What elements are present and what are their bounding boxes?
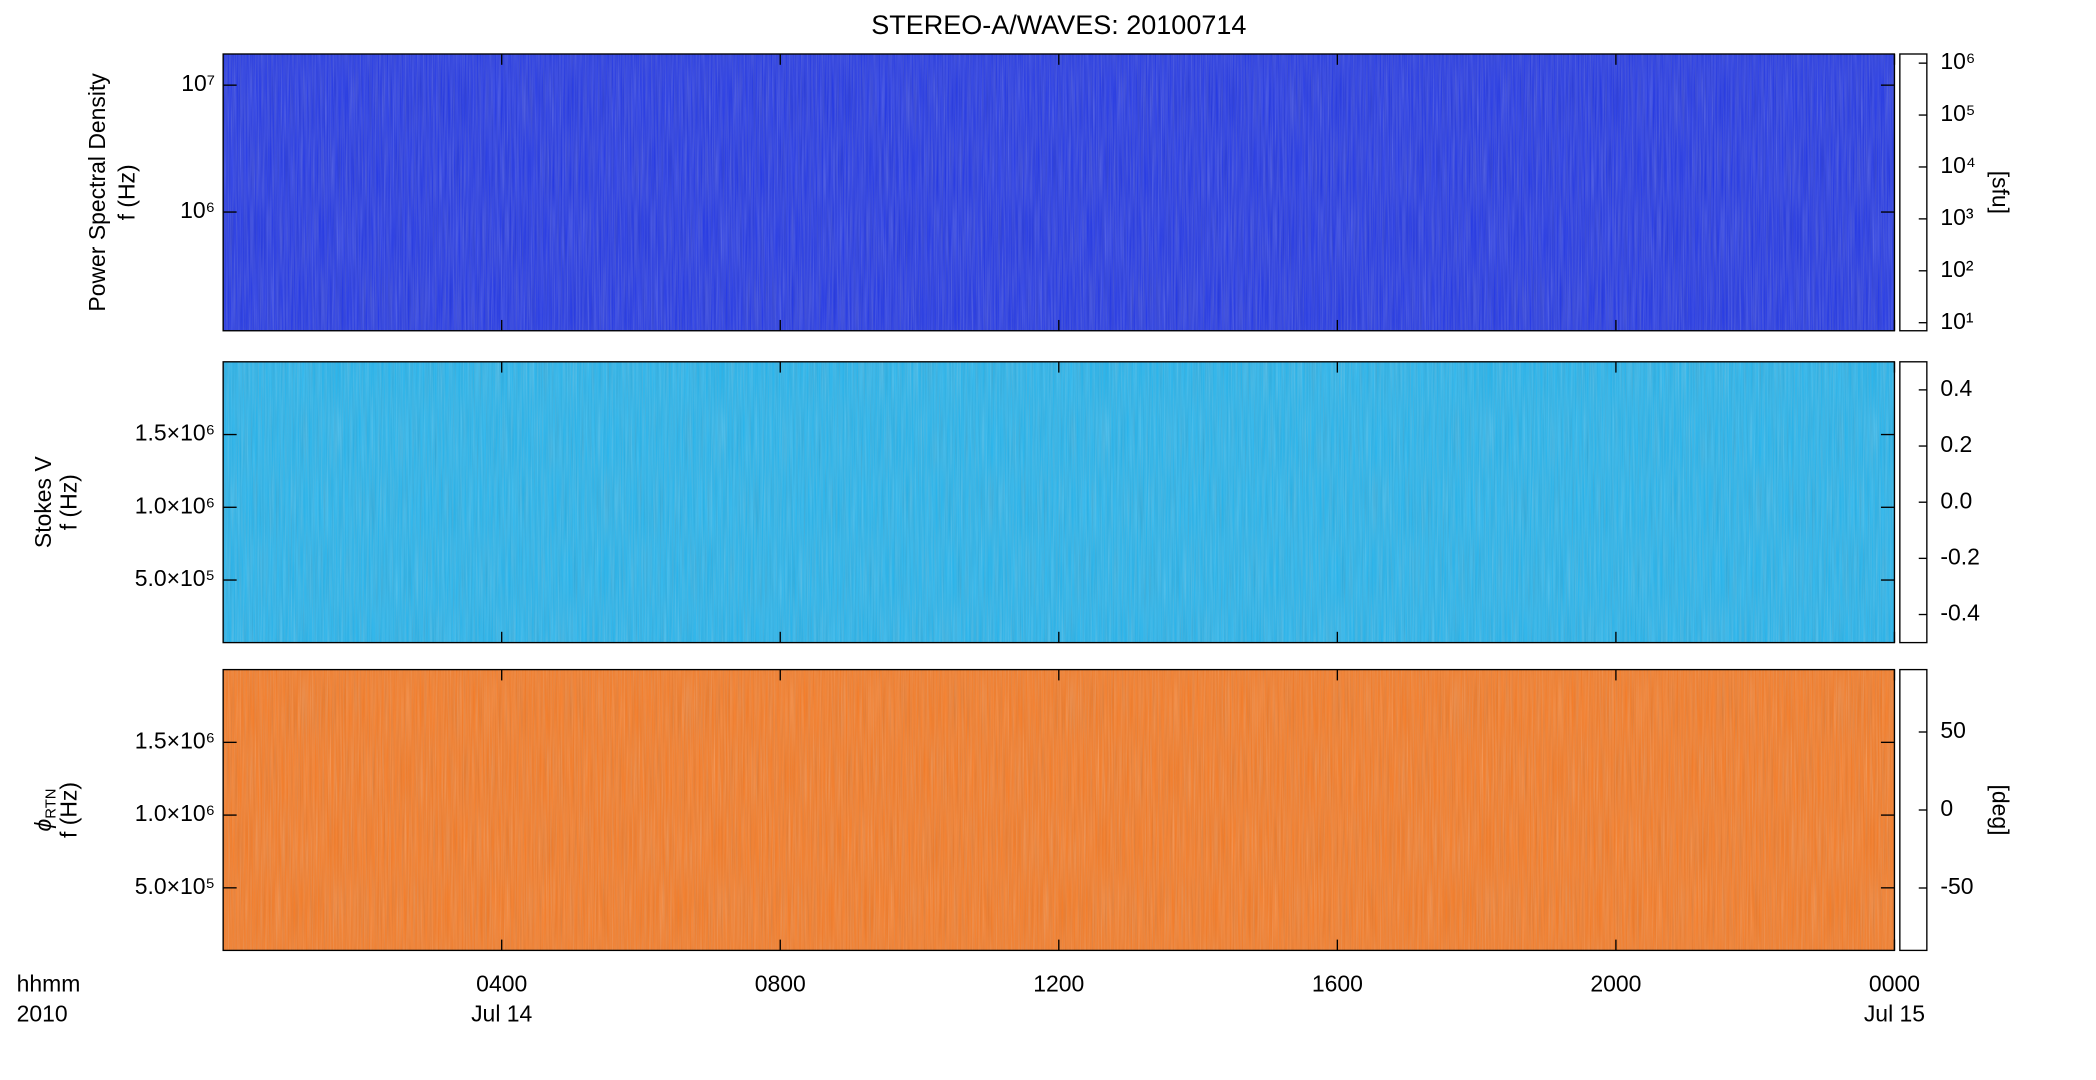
spectrogram-texture [223,54,1895,331]
colorbar [1899,53,1928,332]
colorbar-label: [sfu] [1987,171,2013,214]
colorbar-tick-label: 10³ [1940,204,1974,230]
y-tick-label: 1.0×10⁶ [135,800,215,826]
colorbar-tick-label: 0.4 [1940,375,1972,401]
colorbar-tick-label: -50 [1940,873,1973,899]
colorbar-tick-label: -0.4 [1940,600,1980,626]
colorbar-tick-label: 0 [1940,795,1953,821]
colorbar-tick-label: 50 [1940,717,1966,743]
x-date-label: Jul 15 [1864,1000,1925,1026]
x-tick-label: 1600 [1312,971,1363,997]
colorbar-label: [deg] [1987,784,2013,835]
y-axis-label: ϕRTN [30,788,60,831]
x-tick-label: 1200 [1033,971,1084,997]
y-tick-label: 5.0×10⁵ [135,873,215,899]
x-axis-label: hhmm [17,971,81,997]
y-axis-label: f (Hz) [56,474,82,530]
y-axis-label-sub: RTN [44,788,60,818]
chart-title: STEREO-A/WAVES: 20100714 [871,10,1246,40]
y-tick-label: 10⁷ [181,70,215,96]
x-tick-label: 2000 [1590,971,1641,997]
colorbar-tick-label: 10⁵ [1940,100,1975,126]
y-tick-label: 5.0×10⁵ [135,565,215,591]
y-axis-label: Power Spectral Density [84,73,110,312]
x-tick-label: 0400 [476,971,527,997]
colorbar-tick-label: 10⁴ [1940,152,1975,178]
x-axis-label: 2010 [17,1000,68,1026]
y-tick-label: 1.5×10⁶ [135,727,215,753]
y-tick-label: 1.0×10⁶ [135,492,215,518]
spectrogram-texture [223,669,1895,951]
colorbar-tick-label: 0.0 [1940,487,1972,513]
y-tick-label: 10⁶ [180,197,215,223]
colorbar-tick-label: 10⁶ [1940,48,1975,74]
y-axis-label: f (Hz) [114,164,140,220]
x-tick-label: 0800 [755,971,806,997]
colorbar-tick-label: 0.2 [1940,431,1972,457]
spectrogram-texture [223,361,1895,643]
colorbar-tick-label: 10¹ [1940,308,1974,334]
y-axis-label: f (Hz) [56,782,82,838]
x-date-label: Jul 14 [471,1000,532,1026]
x-tick-label: 0000 [1869,971,1920,997]
colorbar-tick-label: -0.2 [1940,543,1980,569]
colorbar-tick-label: 10² [1940,256,1974,282]
y-tick-label: 1.5×10⁶ [135,420,215,446]
y-axis-label: Stokes V [30,456,56,548]
y-axis-label-symbol: ϕ [30,819,56,832]
